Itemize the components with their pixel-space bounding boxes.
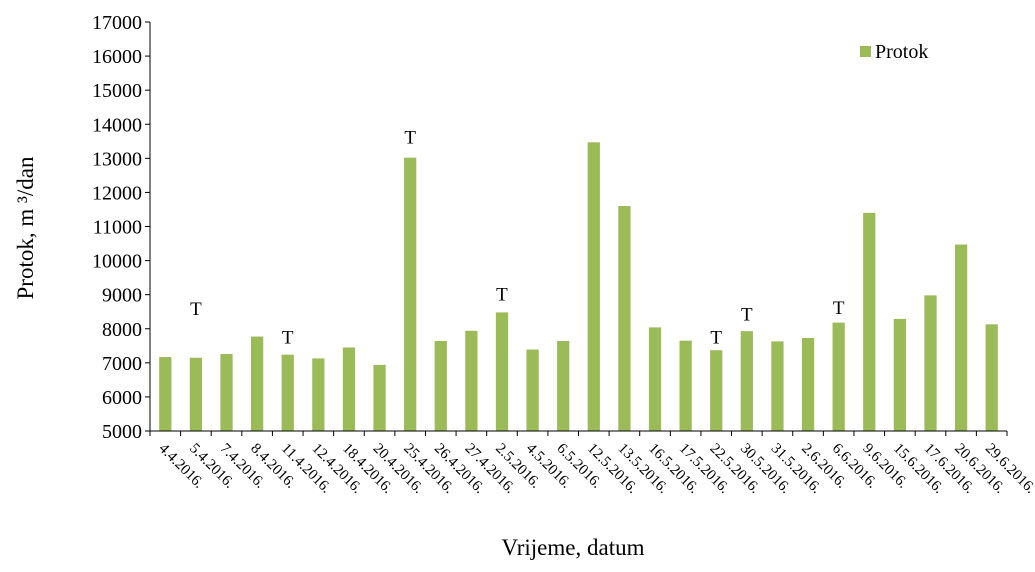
y-tick-label: 11000: [93, 217, 142, 239]
annotation-label: T: [833, 298, 845, 319]
bar: [281, 354, 294, 431]
bar: [526, 349, 539, 431]
bar: [985, 324, 998, 431]
y-tick-label: 15000: [92, 80, 142, 102]
bar: [801, 337, 815, 431]
bar: [465, 330, 478, 431]
y-tick-label: 7000: [102, 353, 142, 375]
legend-label-protok: Protok: [875, 41, 928, 63]
bar: [189, 357, 203, 431]
bar: [679, 340, 692, 431]
bar: [618, 206, 631, 431]
bar: [251, 336, 264, 431]
x-axis-ticks: 4.4.2016.5.4.2016.7.4.2016.8.4.2016.11.4…: [149, 431, 1035, 497]
annotation-label: T: [741, 305, 753, 326]
y-tick-label: 8000: [102, 319, 142, 341]
legend-swatch-protok: [860, 46, 871, 57]
bar: [373, 364, 386, 431]
annotation-label: T: [710, 328, 722, 349]
bar: [495, 312, 509, 431]
y-tick-label: 14000: [92, 114, 142, 136]
y-tick-label: 12000: [92, 182, 142, 204]
y-tick-label: 5000: [102, 421, 142, 443]
legend: Protok: [860, 41, 928, 63]
bar: [557, 341, 570, 431]
bar: [771, 341, 784, 431]
bar: [924, 295, 937, 431]
bar: [863, 212, 876, 431]
bar-series-protok: [159, 142, 998, 432]
bar: [740, 331, 753, 431]
bar: [312, 358, 325, 431]
bar: [832, 322, 845, 431]
annotation-label: T: [404, 127, 416, 148]
annotation-label: T: [282, 328, 294, 349]
bar: [893, 318, 906, 431]
annotation-label: T: [496, 284, 508, 305]
bar: [434, 341, 447, 431]
bar: [220, 353, 233, 431]
bar: [404, 157, 417, 431]
y-tick-label: 9000: [102, 285, 142, 307]
y-tick-label: 13000: [92, 148, 142, 170]
bar: [587, 142, 600, 432]
y-axis-title: Protok, m ³/dan: [13, 156, 38, 299]
y-tick-label: 17000: [92, 12, 142, 34]
bar: [342, 347, 356, 431]
y-tick-label: 16000: [92, 46, 142, 68]
annotation-label: T: [190, 299, 202, 320]
y-axis-ticks: 5000 6000 7000 8000 9000 10000 11000 12000 13000…: [92, 12, 150, 443]
y-tick-label: 6000: [102, 387, 142, 409]
bar: [159, 357, 172, 431]
bar: [954, 244, 968, 431]
y-tick-label: 10000: [92, 251, 142, 273]
x-axis-title: Vrijeme, datum: [502, 535, 645, 560]
bar: [648, 327, 662, 431]
bar: [710, 350, 723, 431]
